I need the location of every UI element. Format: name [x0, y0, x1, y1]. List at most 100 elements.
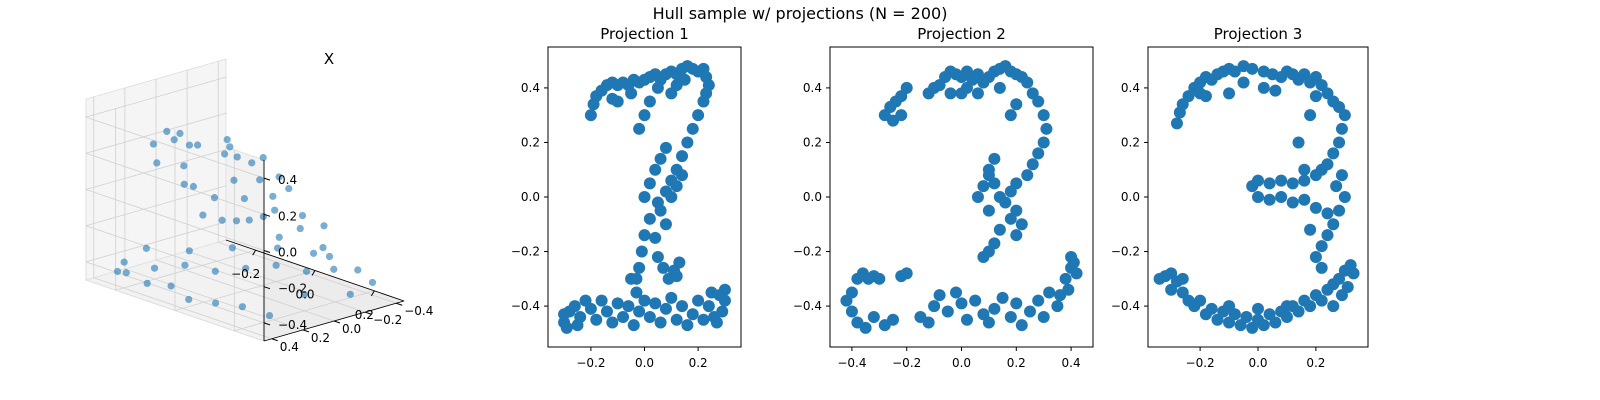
data-point	[1275, 174, 1288, 187]
data-point	[571, 319, 584, 332]
data-point	[960, 313, 973, 326]
data-point	[1237, 76, 1250, 89]
subplot-title: Projection 3	[1214, 25, 1302, 43]
data-point	[1309, 201, 1322, 214]
data-point	[982, 204, 995, 217]
data-point	[298, 211, 307, 220]
data-point	[1043, 286, 1056, 299]
y-tick-label: −0.2	[793, 245, 822, 259]
data-point	[1304, 223, 1317, 236]
data-point	[944, 87, 957, 100]
data-point	[659, 218, 672, 231]
x-tick-label: 0.4	[1062, 356, 1081, 370]
data-point	[1205, 302, 1218, 315]
data-point	[1252, 191, 1264, 203]
data-point	[180, 180, 188, 188]
data-point	[1021, 169, 1034, 182]
data-point	[1037, 109, 1050, 122]
data-point	[1292, 305, 1305, 318]
data-point	[1176, 272, 1189, 285]
grid-line	[85, 221, 227, 263]
data-point	[643, 212, 656, 225]
data-point	[950, 286, 963, 299]
x-tick-label: −0.4	[837, 356, 866, 370]
data-point	[928, 300, 941, 313]
data-point	[1327, 218, 1340, 231]
data-point	[210, 194, 219, 202]
data-point	[221, 150, 229, 158]
data-point	[273, 244, 282, 252]
data-point	[665, 291, 678, 304]
data-point	[625, 272, 638, 285]
data-point	[584, 109, 597, 122]
y-tick-label: 0.4	[280, 340, 299, 354]
data-point	[627, 319, 640, 332]
data-point	[194, 141, 202, 149]
data-point	[248, 159, 256, 167]
data-point	[143, 279, 151, 288]
z-tick-label: −0.4	[278, 318, 307, 332]
x-tick	[252, 249, 257, 256]
data-point	[1026, 158, 1039, 171]
data-point	[1309, 169, 1322, 182]
data-point	[999, 196, 1012, 209]
data-point	[309, 249, 318, 257]
data-point	[941, 305, 954, 318]
data-point	[651, 251, 664, 263]
y-tick-label: 0.4	[1121, 81, 1140, 95]
data-point	[185, 295, 193, 304]
data-point	[697, 313, 710, 326]
data-point	[988, 302, 1001, 315]
data-point	[1004, 185, 1017, 198]
data-point	[1269, 84, 1282, 97]
data-point	[120, 258, 128, 266]
data-point	[670, 180, 683, 193]
data-point	[887, 313, 900, 326]
data-point	[676, 169, 689, 182]
x-tick-label: −0.2	[1186, 356, 1215, 370]
data-point	[296, 224, 304, 233]
data-point	[232, 217, 241, 225]
data-point	[1004, 311, 1017, 323]
data-point	[1010, 229, 1023, 242]
data-point	[226, 143, 234, 151]
data-point	[163, 127, 171, 136]
data-point	[649, 297, 662, 310]
data-point	[354, 266, 362, 274]
x-tick	[370, 290, 375, 297]
data-point	[933, 289, 946, 302]
figure-title: Hull sample w/ projections (N = 200)	[652, 4, 948, 23]
data-point	[1286, 177, 1299, 190]
data-point	[346, 290, 354, 298]
data-point	[670, 313, 683, 326]
data-point	[955, 87, 968, 100]
data-point	[971, 87, 984, 100]
data-point	[584, 302, 597, 315]
data-point	[686, 122, 699, 135]
grid-line	[155, 259, 335, 322]
data-point	[611, 297, 624, 310]
z-tick-label: 0.4	[278, 173, 297, 187]
data-point	[1309, 90, 1322, 103]
y-tick-label: −0.2	[511, 245, 540, 259]
data-point	[153, 159, 161, 167]
data-point	[982, 316, 995, 329]
data-point	[1065, 251, 1078, 263]
data-point	[1004, 212, 1017, 225]
data-point	[1257, 81, 1270, 94]
data-point	[1298, 193, 1311, 206]
y-tick	[396, 302, 403, 306]
data-point	[265, 311, 274, 320]
data-point	[922, 316, 935, 329]
data-point	[633, 305, 646, 318]
data-point	[969, 294, 982, 307]
grid-line	[85, 149, 227, 190]
y-tick-label: 0.2	[311, 331, 330, 345]
data-point	[845, 305, 858, 318]
data-point	[1315, 261, 1328, 274]
data-point	[1240, 311, 1253, 323]
data-point	[681, 319, 694, 332]
data-point	[230, 176, 238, 184]
data-point	[199, 211, 207, 219]
x-tick-label: 0.0	[952, 356, 971, 370]
